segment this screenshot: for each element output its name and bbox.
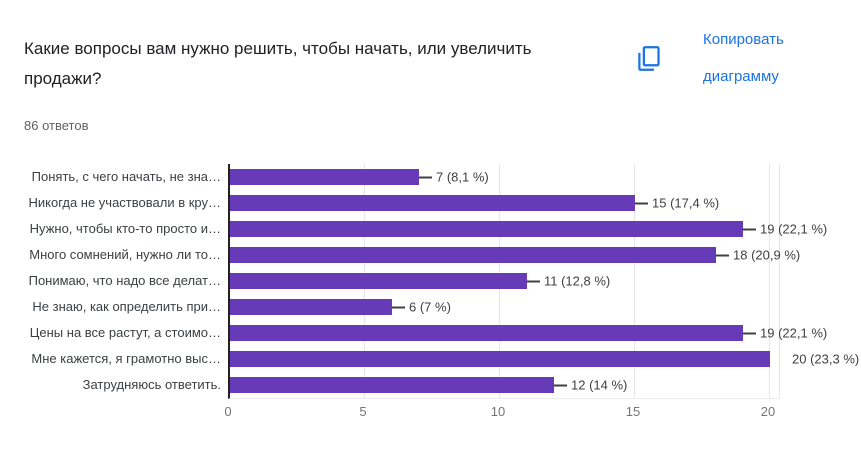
leader-line <box>392 306 405 308</box>
bar-row: 18 (20,9 %) <box>230 242 800 268</box>
category-label: Понять, с чего начать, не зна… <box>31 169 221 184</box>
value-label: 12 (14 %) <box>554 378 627 393</box>
bar[interactable] <box>230 351 770 367</box>
leader-line <box>743 332 756 334</box>
question-title: Какие вопросы вам нужно решить, чтобы на… <box>24 39 532 88</box>
plot-area: 7 (8,1 %) 15 (17,4 %) 19 (22,1 %) 18 (20,9 … <box>228 164 859 399</box>
bar[interactable] <box>230 299 392 315</box>
bar-row: 6 (7 %) <box>230 294 780 320</box>
leader-line <box>743 228 756 230</box>
leader-line <box>716 254 729 256</box>
bar-row: 19 (22,1 %) <box>230 320 827 346</box>
bar-row: 11 (12,8 %) <box>230 268 780 294</box>
bar[interactable] <box>230 377 554 393</box>
leader-line <box>635 202 648 204</box>
category-label: Много сомнений, нужно ли то… <box>29 247 221 262</box>
leader-line <box>554 384 567 386</box>
category-label: Не знаю, как определить при… <box>32 299 221 314</box>
leader-line <box>419 176 432 178</box>
category-label: Мне кажется, я грамотно выс… <box>31 351 221 366</box>
bar[interactable] <box>230 247 716 263</box>
bar-row: 19 (22,1 %) <box>230 216 827 242</box>
copy-icon <box>636 45 663 72</box>
x-axis: 0 5 10 15 20 <box>224 404 778 420</box>
bar-chart: Понять, с чего начать, не зна… Никогда не… <box>24 164 859 399</box>
bar[interactable] <box>230 221 743 237</box>
copy-button-label: Копировать диаграмму <box>703 31 784 85</box>
x-tick-label: 10 <box>490 404 506 419</box>
category-label: Цены на все растут, а стоимо… <box>29 325 221 340</box>
gridline <box>769 164 770 398</box>
bar-row: 7 (8,1 %) <box>230 164 780 190</box>
x-tick-label: 0 <box>224 404 232 419</box>
bar-row: 20 (23,3 %) <box>230 346 859 372</box>
x-tick-label: 20 <box>760 404 776 419</box>
answers-count: 86 ответов <box>24 118 89 133</box>
category-label: Понимаю, что надо все делат… <box>28 273 221 288</box>
category-label: Затрудняюсь ответить. <box>82 377 221 392</box>
gridline <box>634 164 635 398</box>
bar[interactable] <box>230 169 419 185</box>
copy-chart-button[interactable]: Копировать диаграмму <box>636 21 826 95</box>
value-label: 7 (8,1 %) <box>419 170 489 185</box>
value-label: 18 (20,9 %) <box>716 248 800 263</box>
value-label: 6 (7 %) <box>392 300 451 315</box>
category-label: Нужно, чтобы кто-то просто и… <box>29 221 221 236</box>
x-tick-label: 15 <box>625 404 641 419</box>
category-labels-column: Понять, с чего начать, не зна… Никогда не… <box>24 164 228 399</box>
bar[interactable] <box>230 273 527 289</box>
value-label: 11 (12,8 %) <box>527 274 610 289</box>
bar-row: 15 (17,4 %) <box>230 190 780 216</box>
category-label: Никогда не участвовали в кру… <box>28 195 221 210</box>
plot-right-border <box>779 164 780 398</box>
value-label: 19 (22,1 %) <box>743 326 827 341</box>
bar-row: 12 (14 %) <box>230 372 780 398</box>
x-tick-label: 5 <box>359 404 367 419</box>
value-label: 19 (22,1 %) <box>743 222 827 237</box>
bar[interactable] <box>230 325 743 341</box>
value-label: 15 (17,4 %) <box>635 196 719 211</box>
leader-line <box>527 280 540 282</box>
bar[interactable] <box>230 195 635 211</box>
value-label: 20 (23,3 %) <box>792 351 860 367</box>
